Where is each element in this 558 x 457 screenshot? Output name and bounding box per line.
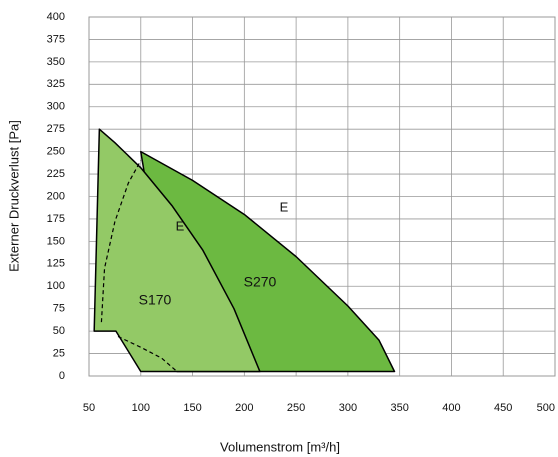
x-axis-title: Volumenstrom [m³/h]	[220, 439, 340, 454]
y-tick-label: 100	[47, 280, 65, 292]
y-tick-label: 300	[47, 101, 65, 113]
y-tick-label: 200	[47, 190, 65, 202]
x-tick-label: 350	[390, 402, 408, 414]
dashed-curve	[100, 160, 142, 323]
annotation: E	[280, 199, 289, 214]
y-tick-label: 250	[47, 146, 65, 158]
y-tick-label: 175	[47, 213, 65, 225]
area	[93, 128, 261, 373]
x-tick-label: 450	[494, 402, 512, 414]
x-tick-label: 50	[83, 402, 95, 414]
y-tick-label: 400	[47, 11, 65, 23]
y-tick-label: 75	[53, 303, 65, 315]
x-tick-label: 250	[287, 402, 305, 414]
annotation: E	[176, 218, 185, 233]
y-tick-label: 0	[59, 370, 65, 382]
y-tick-label: 125	[47, 258, 65, 270]
y-tick-label: 375	[47, 33, 65, 45]
y-tick-label: 275	[47, 123, 65, 135]
x-tick-label: 200	[235, 402, 253, 414]
x-tick-label: 400	[442, 402, 460, 414]
x-tick-label: 150	[183, 402, 201, 414]
dashed-curve	[117, 335, 178, 372]
series-label: S170	[139, 292, 172, 308]
y-axis-title: Externer Druckverlust [Pa]	[6, 120, 21, 272]
y-tick-label: 225	[47, 168, 65, 180]
series-label: S270	[244, 274, 277, 290]
y-tick-label: 50	[53, 325, 65, 337]
x-tick-label: 500	[537, 402, 555, 414]
y-tick-label: 350	[47, 56, 65, 68]
y-tick-label: 325	[47, 78, 65, 90]
y-tick-label: 150	[47, 235, 65, 247]
y-tick-label: 25	[53, 347, 65, 359]
x-tick-label: 300	[339, 402, 357, 414]
x-tick-label: 100	[132, 402, 150, 414]
